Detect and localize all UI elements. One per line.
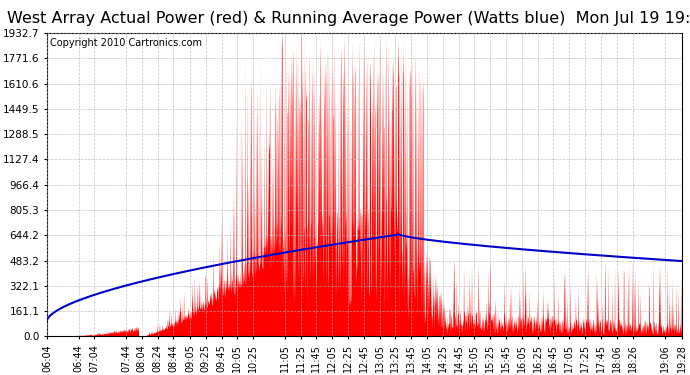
Text: West Array Actual Power (red) & Running Average Power (Watts blue)  Mon Jul 19 1: West Array Actual Power (red) & Running … <box>7 11 690 26</box>
Text: Copyright 2010 Cartronics.com: Copyright 2010 Cartronics.com <box>50 38 202 48</box>
